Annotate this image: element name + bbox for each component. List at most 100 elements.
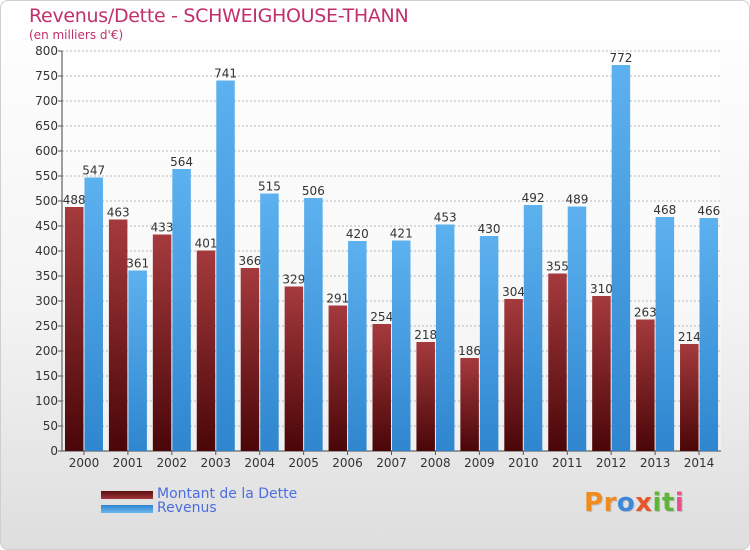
bar-revenus <box>699 218 719 451</box>
x-tick-label: 2012 <box>596 456 627 470</box>
x-tick-label: 2014 <box>684 456 715 470</box>
y-tick-label: 500 <box>35 194 58 208</box>
bar-dette <box>504 299 523 451</box>
data-label-dette: 291 <box>326 292 349 306</box>
logo-letter: i <box>652 488 662 518</box>
x-tick-label: 2011 <box>552 456 583 470</box>
logo-letter: P <box>584 488 604 518</box>
data-label-revenus: 564 <box>170 155 193 169</box>
data-label-dette: 433 <box>151 221 174 235</box>
data-label-revenus: 468 <box>653 203 676 217</box>
bar-revenus <box>172 169 191 451</box>
data-label-revenus: 420 <box>346 227 369 241</box>
data-label-revenus: 489 <box>566 193 589 207</box>
x-tick-label: 2007 <box>376 456 407 470</box>
x-tick-label: 2004 <box>244 456 275 470</box>
logo-letter: t <box>661 488 675 518</box>
y-tick-label: 300 <box>35 294 58 308</box>
data-label-revenus: 466 <box>697 204 720 218</box>
data-label-dette: 488 <box>63 193 86 207</box>
y-tick-label: 800 <box>35 44 58 58</box>
bar-revenus <box>479 236 499 451</box>
data-label-dette: 186 <box>458 344 481 358</box>
data-label-revenus: 547 <box>82 164 105 178</box>
bar-dette <box>108 219 128 451</box>
data-label-dette: 401 <box>195 237 218 251</box>
bar-revenus <box>392 240 411 451</box>
legend-label-dette: Montant de la Dette <box>157 486 298 502</box>
bar-dette <box>196 250 216 451</box>
y-tick-label: 200 <box>35 344 58 358</box>
y-tick-label: 100 <box>35 394 58 408</box>
bar-revenus <box>304 198 323 451</box>
x-tick-label: 2006 <box>332 456 363 470</box>
bar-revenus <box>216 80 235 451</box>
y-tick-label: 350 <box>35 269 58 283</box>
bar-dette <box>64 207 84 451</box>
data-label-revenus: 772 <box>609 51 632 65</box>
legend-swatch-revenus <box>101 505 153 513</box>
bar-dette <box>328 305 348 451</box>
bar-revenus <box>84 177 103 451</box>
chart-title: Revenus/Dette - SCHWEIGHOUSE-THANN <box>29 5 409 27</box>
bar-dette <box>548 273 567 451</box>
data-label-dette: 355 <box>546 260 569 274</box>
logo-letter: o <box>616 488 636 518</box>
bar-revenus <box>435 224 455 451</box>
bar-revenus <box>611 65 631 451</box>
y-tick-label: 150 <box>35 369 58 383</box>
data-label-dette: 329 <box>282 273 305 287</box>
y-tick-label: 450 <box>35 219 58 233</box>
x-tick-label: 2005 <box>288 456 319 470</box>
y-tick-label: 700 <box>35 94 58 108</box>
bar-revenus <box>655 217 675 451</box>
data-label-dette: 263 <box>634 306 657 320</box>
data-label-revenus: 506 <box>302 184 325 198</box>
data-label-dette: 366 <box>238 254 261 268</box>
bar-revenus <box>567 206 587 451</box>
bar-dette <box>152 234 172 451</box>
y-tick-label: 650 <box>35 119 58 133</box>
logo-letter: i <box>674 488 685 518</box>
x-tick-label: 2008 <box>420 456 451 470</box>
bar-dette <box>592 296 611 451</box>
legend-swatch-dette <box>101 491 153 499</box>
bar-dette <box>460 358 479 451</box>
bar-revenus <box>260 193 279 451</box>
x-tick-label: 2010 <box>508 456 539 470</box>
y-tick-label: 250 <box>35 319 58 333</box>
data-label-dette: 310 <box>590 282 613 296</box>
x-tick-label: 2001 <box>113 456 144 470</box>
data-label-revenus: 741 <box>214 67 237 81</box>
data-label-revenus: 492 <box>522 191 545 205</box>
y-tick-label: 0 <box>50 444 58 458</box>
data-label-dette: 254 <box>370 310 393 324</box>
data-label-dette: 463 <box>107 206 130 220</box>
data-label-revenus: 421 <box>390 227 413 241</box>
logo-letter: x <box>635 488 653 518</box>
bar-dette <box>284 286 304 451</box>
x-tick-label: 2003 <box>200 456 231 470</box>
bar-dette <box>416 342 435 451</box>
bar-revenus <box>128 270 147 451</box>
bar-revenus <box>523 205 543 451</box>
data-label-dette: 218 <box>414 328 437 342</box>
y-tick-label: 50 <box>43 419 58 433</box>
y-tick-label: 550 <box>35 169 58 183</box>
legend-label-revenus: Revenus <box>157 500 217 516</box>
bar-dette <box>240 268 260 451</box>
bar-dette <box>680 344 699 451</box>
y-tick-label: 600 <box>35 144 58 158</box>
data-label-revenus: 430 <box>478 222 501 236</box>
bar-dette <box>372 324 391 451</box>
data-label-dette: 214 <box>678 330 701 344</box>
x-tick-label: 2000 <box>69 456 100 470</box>
y-tick-label: 750 <box>35 69 58 83</box>
bar-revenus <box>348 241 367 451</box>
data-label-dette: 304 <box>502 285 525 299</box>
chart-subtitle: (en milliers d'€) <box>29 28 124 42</box>
x-tick-label: 2009 <box>464 456 495 470</box>
x-tick-label: 2002 <box>157 456 188 470</box>
